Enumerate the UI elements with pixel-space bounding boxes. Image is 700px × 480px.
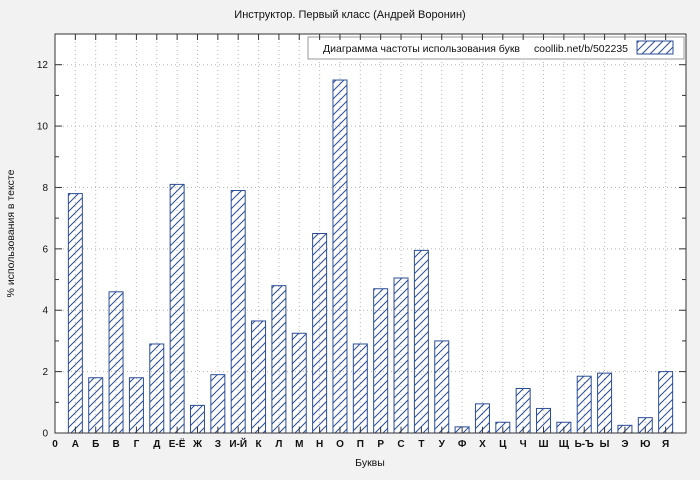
y-tick-label: 12 (37, 60, 49, 71)
bar-П (352, 343, 368, 434)
x-tick-label: Г (134, 439, 140, 450)
bar-Р (373, 288, 389, 434)
x-tick-label: К (255, 439, 262, 450)
x-tick-label: Ш (538, 439, 548, 450)
x-tick-label: М (295, 439, 303, 450)
x-tick-label: Ч (520, 439, 527, 450)
x-tick-label: Х (479, 439, 486, 450)
x-tick-label: Т (418, 439, 424, 450)
x-axis-label: Буквы (355, 457, 385, 469)
bar-А (67, 193, 83, 434)
y-tick-label: 8 (42, 183, 48, 194)
x-tick-label: Б (92, 439, 99, 450)
y-tick-label: 6 (42, 244, 48, 255)
bar-Б (88, 377, 104, 434)
plot-border (54, 33, 687, 434)
bar-Ь-Ъ (576, 375, 592, 434)
x-tick-label: Ы (600, 439, 610, 450)
y-tick-label: 2 (42, 367, 48, 378)
bar-Ы (597, 372, 613, 434)
legend-box (307, 36, 685, 60)
bar-Л (271, 285, 287, 434)
x-tick-label: В (112, 439, 119, 450)
x-tick-label: З (215, 439, 221, 450)
bar-С (393, 277, 409, 434)
x-tick-label: Ж (192, 439, 203, 450)
legend-swatch (636, 40, 674, 55)
x-tick-label: Э (621, 439, 628, 450)
x-tick-label: П (357, 439, 364, 450)
y-tick-label: 10 (37, 122, 49, 133)
x-tick-label: И-Й (229, 437, 247, 450)
bar-Н (312, 233, 328, 434)
x-tick-label: Л (275, 439, 282, 450)
bars (67, 79, 674, 434)
x-tick-label: Ц (499, 439, 507, 450)
bar-К (251, 320, 267, 434)
y-axis-label: % использования в тексте (5, 169, 17, 297)
x-tick-label: Ь-Ъ (575, 439, 595, 450)
bar-О (332, 79, 348, 434)
x-tick-label: Е-Ё (169, 437, 186, 450)
bar-Д (149, 343, 165, 434)
x-tick-label: О (336, 439, 344, 450)
y-tick-label: 0 (42, 429, 48, 440)
bar-У (434, 340, 450, 434)
x-tick-label: Я (662, 439, 669, 450)
y-tick-label: 4 (42, 306, 48, 317)
x-tick-label: У (439, 439, 446, 450)
bar-И-Й (230, 190, 246, 434)
bar-З (210, 374, 226, 434)
bar-Г (128, 377, 144, 434)
bar-Я (658, 371, 674, 434)
x-tick-label: Р (377, 439, 384, 450)
x-tick-label: Ф (458, 439, 467, 450)
x-tick-label: А (72, 439, 79, 450)
bar-Т (413, 249, 429, 434)
legend: Диаграмма частоты использования букв cool… (307, 36, 685, 60)
bar-В (108, 291, 124, 434)
bar-Ч (515, 387, 531, 434)
x-tick-label: Щ (559, 439, 570, 450)
tick-marks (55, 34, 686, 434)
x-tick-label: С (397, 439, 404, 450)
bar-Е-Ё (169, 183, 185, 434)
x-tick-label: Н (316, 439, 323, 450)
bar-М (291, 332, 307, 434)
chart-title: Инструктор. Первый класс (Андрей Воронин… (234, 9, 465, 21)
x-origin-label: 0 (52, 439, 58, 450)
x-tick-label: Д (153, 439, 160, 450)
legend-label: Диаграмма частоты использования букв cool… (323, 43, 628, 55)
x-tick-label: Ю (640, 439, 650, 450)
